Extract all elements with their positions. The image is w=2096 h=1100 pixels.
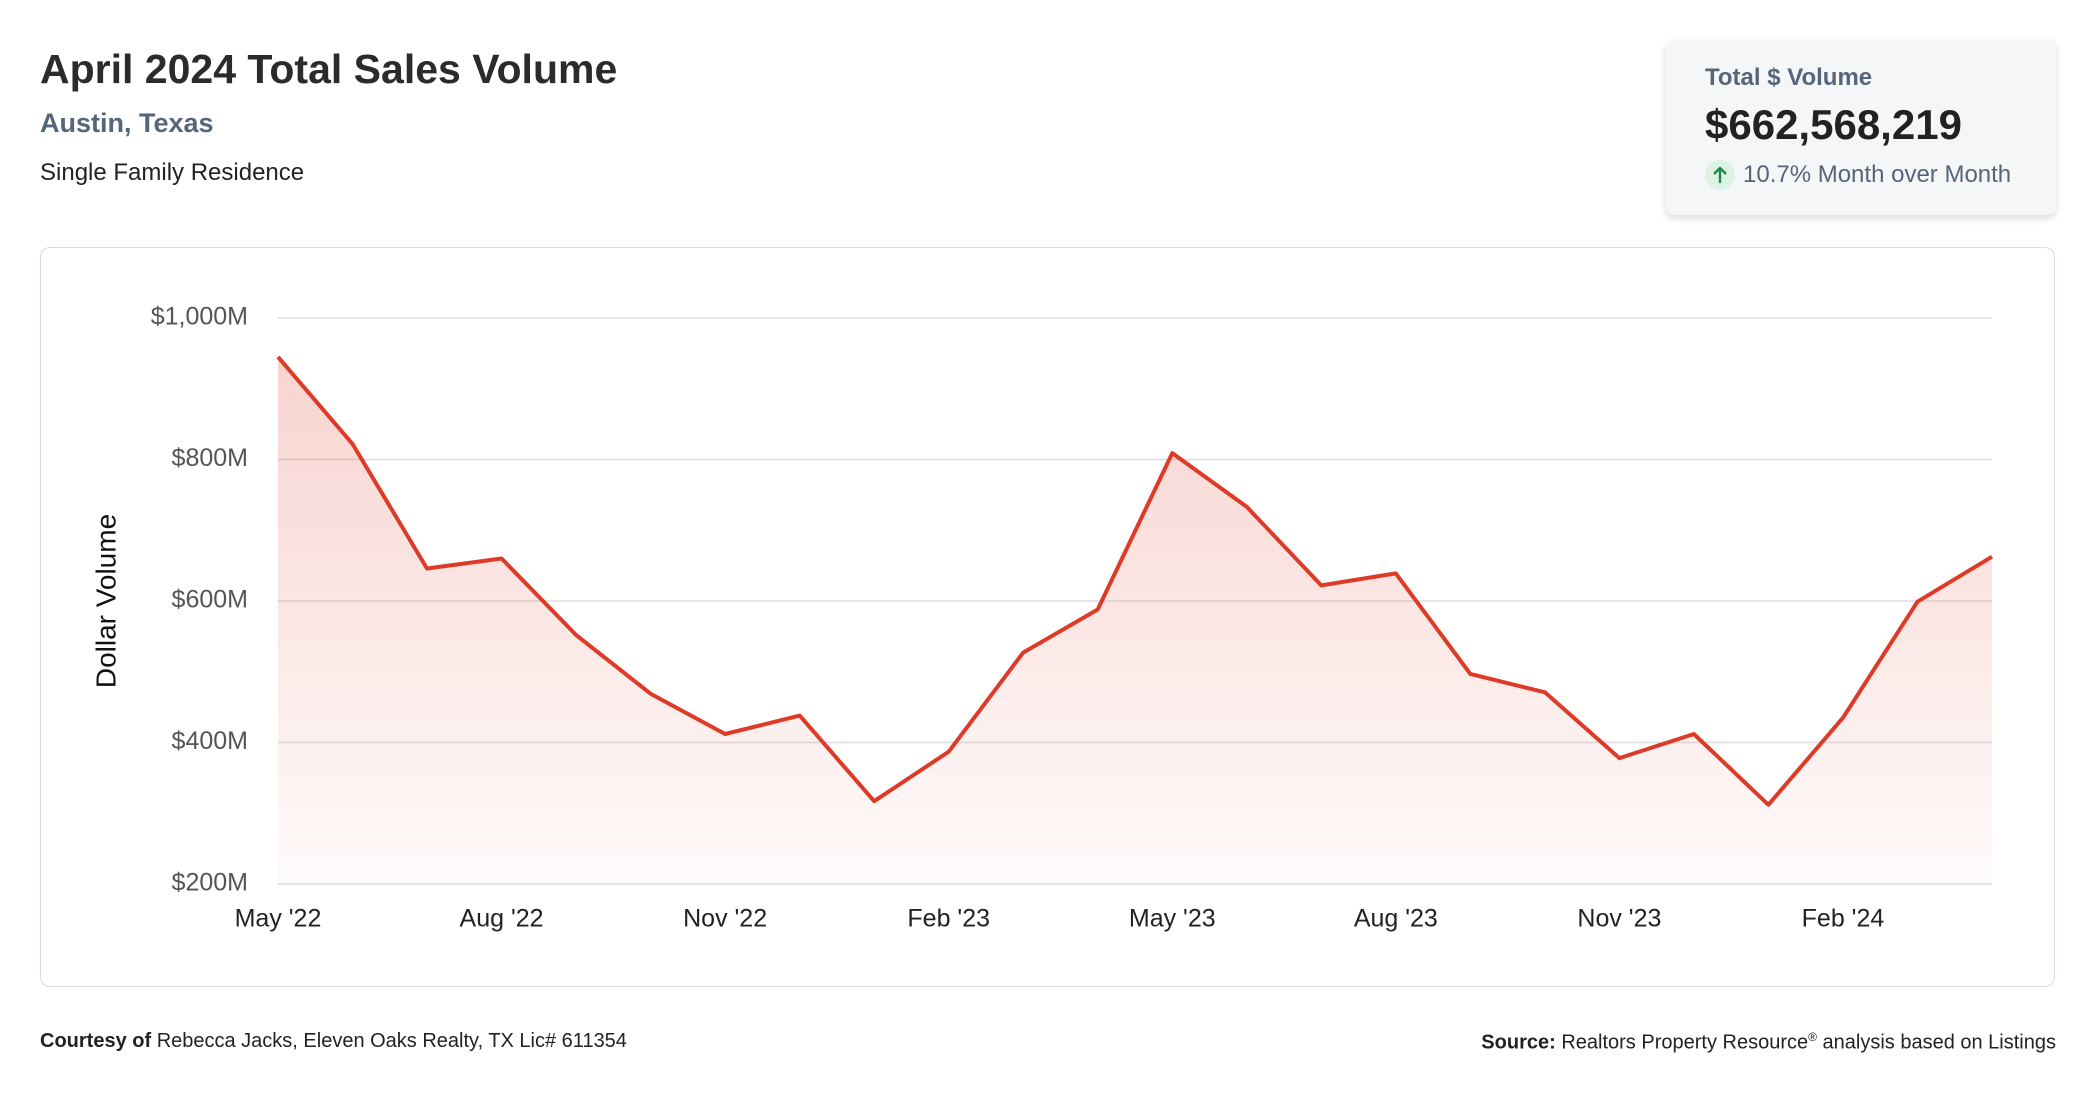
kpi-card: Total $ Volume $662,568,219 10.7% Month … — [1666, 40, 2056, 215]
courtesy-label: Courtesy of — [40, 1030, 152, 1052]
x-tick-label: May '23 — [1129, 905, 1216, 933]
y-tick-label: $1,000M — [151, 303, 248, 331]
area — [278, 356, 1992, 884]
y-tick-label: $200M — [172, 869, 248, 897]
x-tick-label: May '22 — [235, 905, 322, 933]
y-tick-label: $400M — [172, 727, 248, 755]
courtesy: Rebecca Jacks, Eleven Oaks Realty, TX Li… — [156, 1030, 627, 1052]
footer-source: Source: Realtors Property Resource® anal… — [1481, 1030, 2056, 1055]
footer-courtesy: Courtesy of Rebecca Jacks, Eleven Oaks R… — [40, 1030, 627, 1053]
y-tick-label: $800M — [172, 444, 248, 472]
title: April 2024 Total Sales Volume — [40, 46, 618, 92]
x-tick-label: Feb '23 — [907, 905, 990, 933]
y-tick-label: $600M — [172, 586, 248, 614]
x-tick-label: Feb '24 — [1802, 905, 1885, 933]
up-arrow — [1705, 160, 1735, 190]
kpi-change: 10.7% Month over Month — [1705, 160, 2011, 190]
source-label: Source: — [1481, 1031, 1556, 1054]
x-tick-label: Aug '22 — [460, 905, 544, 933]
source: Realtors Property Resource — [1561, 1031, 1809, 1054]
x-tick-label: Nov '23 — [1577, 905, 1661, 933]
kpi-label: Total $ Volume — [1705, 64, 1873, 91]
x-tick-label: Nov '22 — [683, 905, 767, 933]
kpi-change-text: 10.7% Month over Month — [1743, 161, 2012, 188]
chart: Dollar Volume $200M $400M $600M $800M $1,000… — [90, 303, 1994, 933]
y-axis-label: Dollar Volume — [90, 514, 121, 688]
kpi-value: $662,568,219 — [1705, 101, 1962, 148]
x-tick-label: Aug '23 — [1354, 905, 1438, 933]
chart-card — [40, 247, 2055, 987]
registered-mark: ® — [1808, 1030, 1817, 1044]
segment: Single Family Residence — [40, 159, 305, 186]
subtitle: Austin, Texas — [40, 108, 214, 138]
source-rest: analysis based on Listings — [1816, 1031, 2057, 1054]
line — [276, 355, 1994, 807]
